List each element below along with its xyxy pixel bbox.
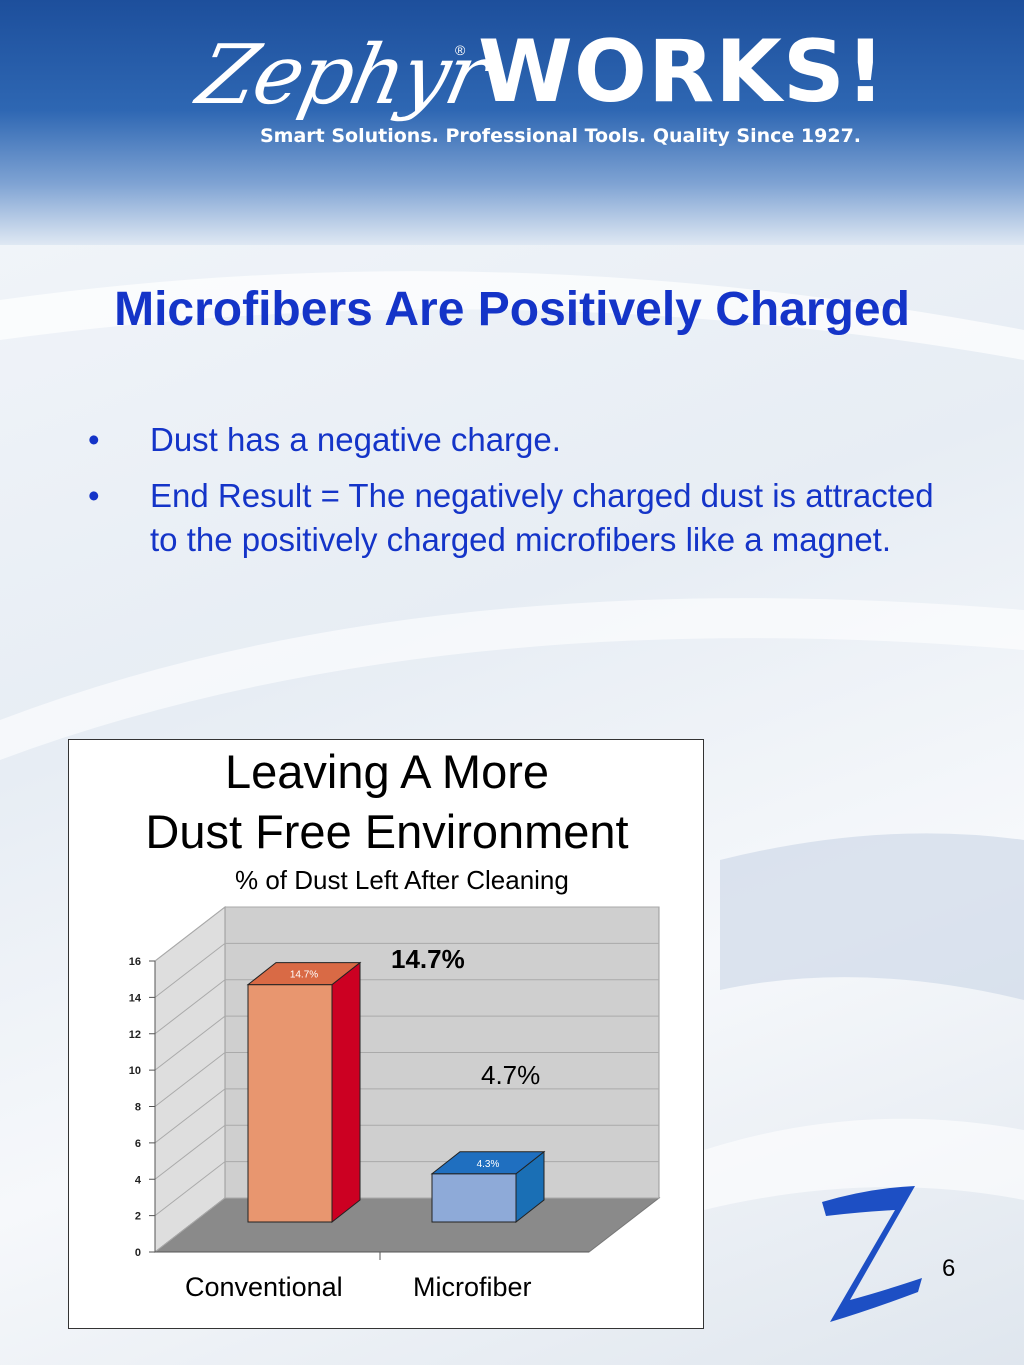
- bullet-list: • Dust has a negative charge. • End Resu…: [88, 418, 948, 574]
- gridline-side: [154, 979, 226, 1035]
- chart-floor: [153, 1197, 661, 1253]
- y-tick-label: 16: [129, 956, 141, 968]
- logo-script: Zephyr: [189, 28, 495, 123]
- annotation-microfiber: 4.7%: [481, 1060, 541, 1090]
- chart-subtitle: % of Dust Left After Cleaning: [235, 865, 569, 895]
- gridline-side: [154, 942, 226, 998]
- gridline-side: [154, 1015, 226, 1071]
- bullet-marker: •: [88, 477, 100, 514]
- bar-top-conventional: [246, 962, 362, 986]
- y-tick-label: 6: [135, 1138, 141, 1150]
- gridline-side: [154, 1197, 226, 1253]
- bullet-text: Dust has a negative charge.: [150, 421, 561, 458]
- chart-title-line1: Leaving A More: [225, 745, 549, 798]
- y-tick-label: 4: [135, 1174, 142, 1186]
- bullet-marker: •: [88, 421, 100, 458]
- data-label-microfiber: 4.3%: [477, 1159, 500, 1170]
- gridline-side: [154, 1161, 226, 1217]
- y-tick-label: 12: [129, 1029, 141, 1041]
- annotation-conventional: 14.7%: [391, 944, 465, 974]
- header-banner: Zephyr ® WORKS! Smart Solutions. Profess…: [0, 0, 1024, 245]
- y-tick-label: 10: [129, 1065, 141, 1077]
- gridline-side: [154, 906, 226, 962]
- bar-conventional: [247, 984, 333, 1223]
- bar-chart: 0 2 4 6 8 10 12 14 16 14.7% 4.3%: [129, 905, 661, 1260]
- bullet-item: • End Result = The negatively charged du…: [88, 474, 948, 562]
- y-tick-label: 2: [135, 1211, 141, 1223]
- chart-panel: Leaving A More Dust Free Environment % o…: [68, 739, 704, 1329]
- bar-side-conventional: [331, 961, 361, 1224]
- category-label-microfiber: Microfiber: [413, 1272, 532, 1302]
- bar-microfiber: [431, 1173, 517, 1223]
- logo-registered-mark: ®: [455, 42, 466, 58]
- chart-title-line2: Dust Free Environment: [145, 805, 629, 858]
- chart-title: Leaving A More Dust Free Environment: [69, 742, 705, 862]
- z-logo-icon: [822, 1186, 922, 1322]
- bullet-text: End Result = The negatively charged dust…: [150, 477, 934, 558]
- gridline-side: [154, 1052, 226, 1107]
- data-label-conventional: 14.7%: [290, 970, 318, 981]
- gridline-side: [154, 1088, 226, 1144]
- y-tick-label: 14: [129, 992, 142, 1004]
- page-number: 6: [942, 1255, 956, 1282]
- category-label-conventional: Conventional: [185, 1272, 343, 1302]
- slide-title: Microfibers Are Positively Charged: [114, 283, 910, 336]
- y-tick-label: 0: [135, 1247, 141, 1259]
- logo-works: WORKS!: [478, 22, 886, 122]
- gridline-side: [154, 1124, 226, 1180]
- tagline: Smart Solutions. Professional Tools. Qua…: [260, 125, 862, 147]
- y-tick-label: 8: [135, 1102, 141, 1114]
- bullet-item: • Dust has a negative charge.: [88, 418, 948, 462]
- bar-top-microfiber: [430, 1151, 546, 1175]
